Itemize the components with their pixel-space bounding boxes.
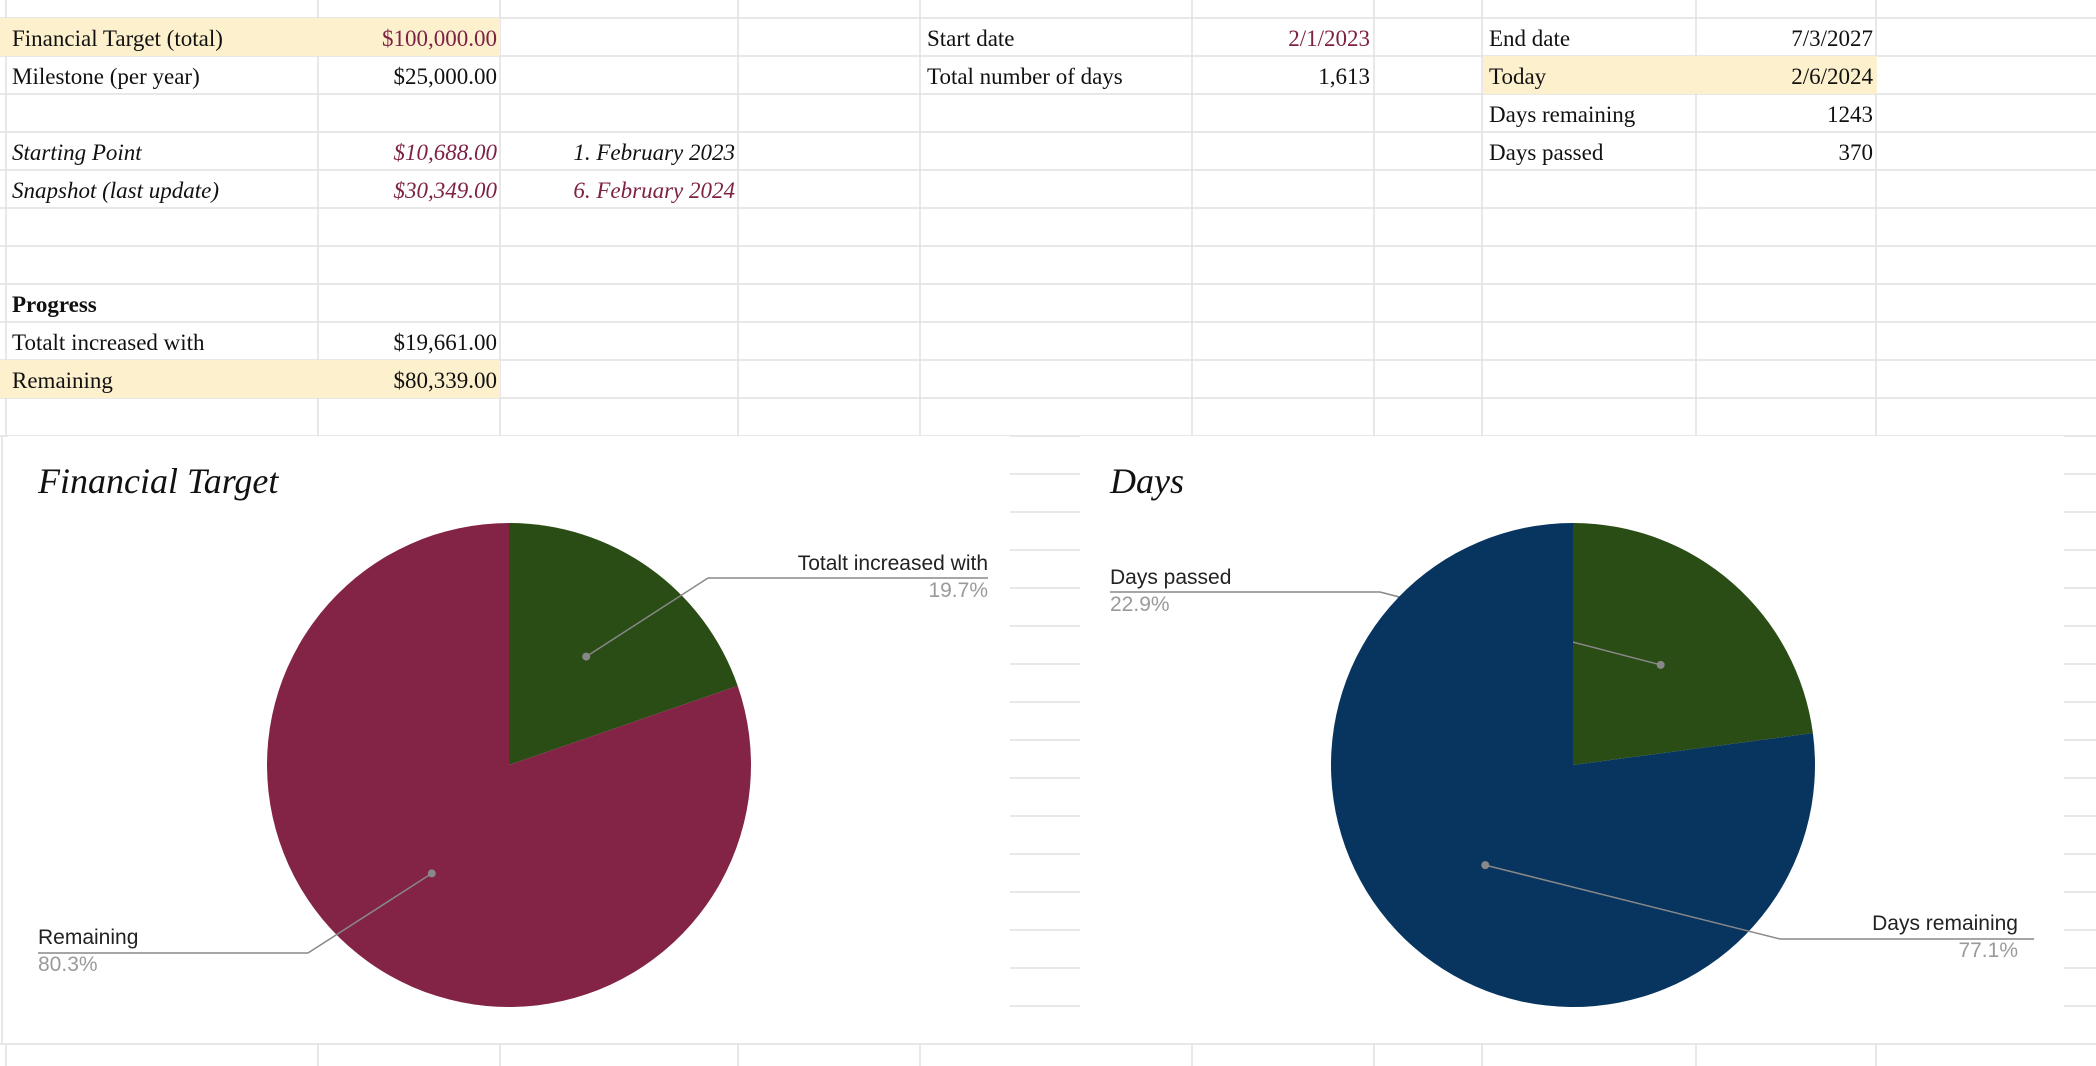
chart-title: Financial Target [38, 461, 279, 501]
leader-line [307, 872, 433, 954]
slice-pct-remaining: 80.3% [38, 953, 98, 976]
pie-slice[interactable] [1573, 523, 1813, 765]
slice-label-days-remaining: Days remaining [1872, 912, 2018, 935]
highlight-remaining [0, 360, 500, 398]
days-chart[interactable]: Days Days passed 22.9% Days remaining 77… [1080, 436, 2064, 1040]
days-passed-value[interactable]: 370 [1838, 140, 1874, 165]
slice-pct-days-passed: 22.9% [1110, 593, 1170, 616]
chart-title: Days [1110, 461, 1184, 501]
days-pie [1110, 523, 2034, 1007]
total-days-label[interactable]: Total number of days [927, 64, 1123, 89]
leader-dot [1656, 660, 1665, 669]
progress-heading[interactable]: Progress [12, 292, 97, 317]
pie-slice[interactable] [1330, 523, 1815, 1007]
leader-line [1485, 864, 1781, 940]
milestone-label[interactable]: Milestone (per year) [12, 64, 200, 89]
slice-label-remaining: Remaining [38, 926, 139, 949]
financial-target-chart[interactable]: Financial Target Totalt increased with 1… [8, 436, 1010, 1040]
snapshot-date[interactable]: 6. February 2024 [573, 178, 735, 203]
slice-label-increased: Totalt increased with [797, 552, 988, 575]
today-label[interactable]: Today [1489, 64, 1547, 89]
total-days-value[interactable]: 1,613 [1318, 64, 1370, 89]
slice-label-days-passed: Days passed [1110, 566, 1232, 589]
snapshot-label[interactable]: Snapshot (last update) [12, 178, 219, 203]
pie-slice[interactable] [267, 523, 751, 1007]
slice-pct-increased: 19.7% [928, 579, 988, 602]
leader-dot [582, 652, 591, 661]
snapshot-value[interactable]: $30,349.00 [393, 178, 498, 203]
start-date-label[interactable]: Start date [927, 26, 1015, 51]
leader-dot [427, 869, 436, 878]
leader-dot [1481, 861, 1490, 870]
starting-point-label[interactable]: Starting Point [12, 140, 142, 165]
increased-label[interactable]: Totalt increased with [12, 330, 205, 355]
days-passed-label[interactable]: Days passed [1489, 140, 1604, 165]
leader-line [585, 577, 709, 658]
financial-target-label[interactable]: Financial Target (total) [12, 26, 223, 51]
milestone-value[interactable]: $25,000.00 [393, 64, 498, 89]
today-value[interactable]: 2/6/2024 [1791, 64, 1873, 89]
remaining-label[interactable]: Remaining [12, 368, 113, 393]
days-remaining-label[interactable]: Days remaining [1489, 102, 1636, 127]
end-date-label[interactable]: End date [1489, 26, 1571, 51]
starting-point-date[interactable]: 1. February 2023 [573, 140, 735, 165]
financial-target-pie [38, 523, 988, 1007]
highlight-today [1483, 56, 1877, 94]
slice-pct-days-remaining: 77.1% [1958, 939, 2018, 962]
increased-value[interactable]: $19,661.00 [393, 330, 498, 355]
remaining-value[interactable]: $80,339.00 [393, 368, 498, 393]
start-date-value[interactable]: 2/1/2023 [1288, 26, 1370, 51]
pie-slice[interactable] [509, 523, 738, 765]
end-date-value[interactable]: 7/3/2027 [1791, 26, 1873, 51]
highlight-financial-target [0, 18, 500, 56]
days-remaining-value[interactable]: 1243 [1827, 102, 1873, 127]
starting-point-value[interactable]: $10,688.00 [393, 140, 498, 165]
financial-target-value[interactable]: $100,000.00 [382, 26, 497, 51]
